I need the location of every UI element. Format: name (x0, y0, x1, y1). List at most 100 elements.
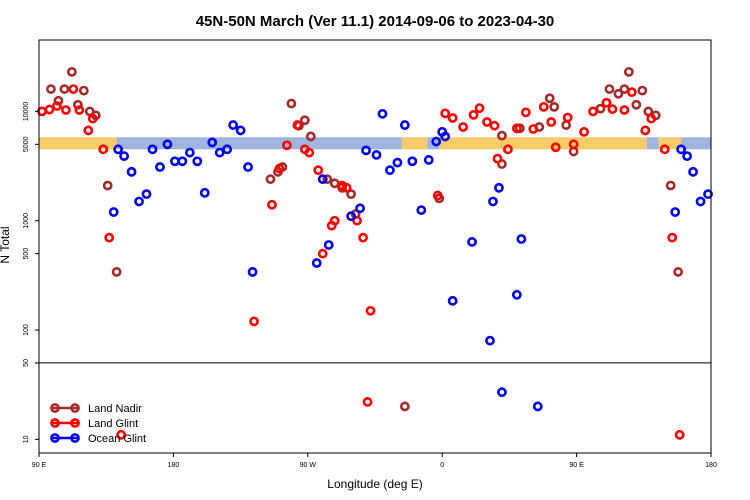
land-glint-point-7 (87, 113, 98, 124)
ocean-glint-point-32 (407, 156, 418, 167)
land-glint-point-18 (313, 165, 324, 176)
land-glint-point-21 (329, 215, 340, 226)
land-glint-point-24 (352, 215, 362, 226)
land-glint-point-15 (292, 120, 303, 130)
land-glint-point-10 (116, 429, 127, 440)
ocean-glint-point-38 (447, 295, 458, 306)
x-tick-label-5: 180 (705, 462, 717, 469)
y-tick-label-1: 50 (23, 359, 30, 367)
ocean-glint-point-4 (134, 196, 144, 207)
land-glint-point-5 (74, 105, 85, 115)
land-glint-point-17 (304, 147, 315, 158)
land-nadir-point-29 (549, 101, 560, 112)
land-glint-point-37 (503, 144, 513, 155)
ocean-glint-point-8 (162, 139, 173, 150)
land-glint-point-43 (550, 142, 561, 153)
land-glint-point-29 (440, 108, 451, 119)
scatter-points (37, 66, 713, 440)
land-glint-point-26 (362, 397, 373, 407)
ocean-glint-point-43 (497, 387, 507, 398)
legend-marker-ocean-glint-a (50, 433, 60, 443)
land-glint-point-41 (538, 101, 549, 112)
ocean-glint-point-51 (695, 196, 706, 207)
land-nadir-point-15 (299, 115, 310, 126)
land-nadir-point-36 (623, 66, 634, 77)
land-nadir-point-30 (561, 120, 572, 130)
land-glint-point-14 (281, 140, 292, 151)
land-nadir-point-13 (286, 98, 297, 109)
ocean-glint-point-26 (361, 145, 371, 156)
x-tick-label-2: 90 W (300, 462, 317, 469)
land-glint-point-1 (44, 104, 55, 115)
land-nadir-point-17 (322, 174, 333, 185)
land-glint-point-45 (568, 139, 579, 150)
x-tick-label-4: 90 E (569, 462, 584, 469)
land-nadir-point-16 (305, 131, 316, 142)
land-nadir-point-2 (59, 84, 70, 94)
band-segment-4 (439, 137, 647, 150)
plot-frame (38, 39, 712, 454)
land-glint-point-11 (249, 316, 259, 327)
ocean-glint-point-44 (511, 289, 522, 300)
land-glint-point-12 (267, 199, 277, 210)
land-nadir-point-41 (665, 180, 676, 191)
legend-label-land-glint: Land Glint (88, 418, 138, 430)
land-glint-point-46 (579, 126, 589, 137)
ocean-glint-point-10 (177, 156, 188, 167)
land-nadir-point-20 (346, 189, 357, 200)
ocean-glint-point-33 (416, 205, 427, 216)
ocean-glint-point-39 (467, 237, 477, 247)
ocean-glint-point-34 (423, 155, 434, 165)
ocean-glint-point-5 (141, 189, 152, 200)
land-glint-point-23 (341, 182, 352, 193)
y-tick-label-5: 5000 (23, 136, 30, 152)
ocean-glint-point-47 (670, 207, 681, 217)
legend-marker-land-nadir-b (70, 403, 80, 413)
land-glint-point-25 (358, 232, 368, 243)
y-tick-label-4: 1000 (23, 213, 30, 229)
legend: Land Nadir Land Glint Ocean Glint (50, 403, 146, 445)
land-glint-point-50 (619, 105, 630, 115)
y-tick-label-2: 100 (23, 324, 30, 336)
land-glint-point-34 (482, 117, 492, 127)
legend-marker-land-glint-a (50, 418, 60, 428)
band-segment-5 (646, 137, 659, 150)
land-glint-point-51 (626, 87, 637, 98)
ocean-glint-point-11 (184, 147, 195, 158)
ocean-glint-point-41 (488, 196, 498, 207)
land-glint-point-6 (83, 125, 94, 136)
land-glint-point-36 (492, 153, 503, 164)
land-glint-point-55 (667, 232, 678, 243)
ocean-glint-point-46 (532, 401, 543, 412)
ocean-glint-point-0 (108, 207, 119, 217)
ocean-glint-point-12 (192, 156, 203, 167)
land-nadir-point-38 (637, 85, 648, 96)
land-nadir-point-35 (619, 84, 630, 94)
ocean-glint-point-13 (199, 187, 210, 198)
x-tick-label-0: 90 E (32, 462, 47, 469)
land-glint-point-32 (468, 109, 479, 120)
ocean-glint-point-31 (399, 120, 410, 130)
land-glint-point-54 (659, 144, 670, 155)
y-tick-label-0: 10 (23, 435, 30, 443)
land-nadir-point-34 (613, 88, 624, 99)
land-glint-point-33 (474, 103, 485, 114)
ocean-glint-point-48 (676, 144, 687, 155)
ocean-glint-point-1 (113, 144, 124, 155)
land-nadir-point-10 (265, 174, 276, 185)
land-glint-point-49 (607, 104, 618, 114)
ocean-glint-point-21 (311, 258, 322, 268)
land-glint-point-35 (489, 120, 500, 131)
legend-label-land-nadir: Land Nadir (88, 403, 142, 415)
land-glint-point-39 (520, 107, 531, 118)
data-band (39, 137, 711, 150)
y-tick-label-3: 500 (23, 248, 30, 260)
legend-marker-land-glint-b (70, 418, 80, 428)
land-nadir-point-37 (631, 99, 642, 110)
land-glint-point-56 (674, 429, 685, 440)
ocean-glint-point-52 (703, 189, 713, 200)
ocean-glint-point-20 (247, 267, 258, 277)
ocean-glint-point-49 (682, 151, 693, 162)
land-glint-point-9 (104, 232, 115, 243)
